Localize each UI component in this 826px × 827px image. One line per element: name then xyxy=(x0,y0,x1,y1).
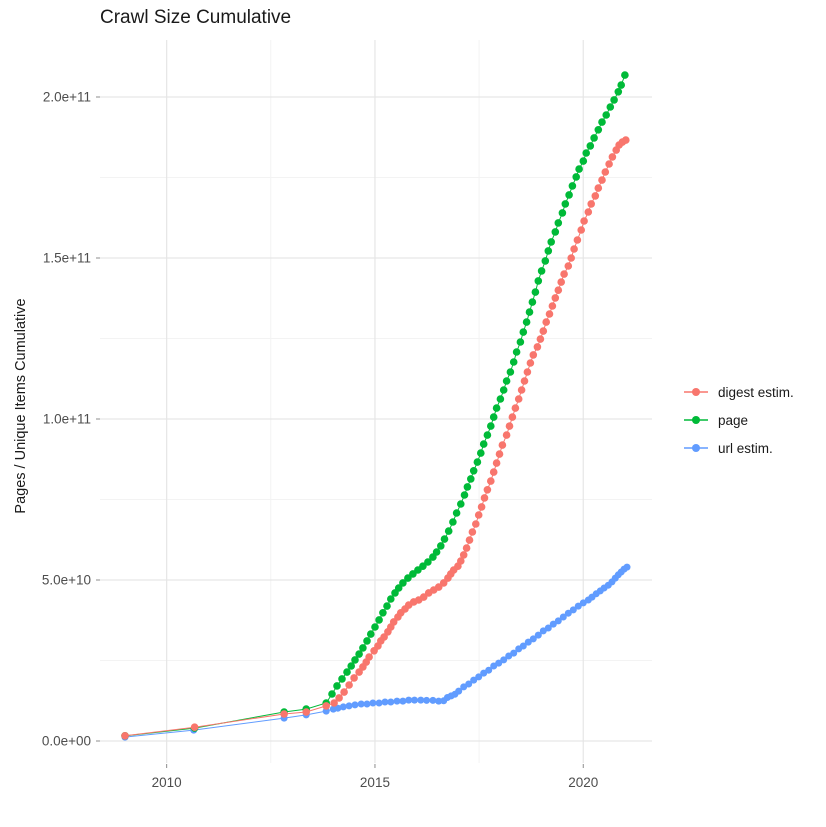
gridlines-minor xyxy=(100,40,652,763)
svg-text:2.0e+11: 2.0e+11 xyxy=(43,90,91,105)
y-tick-labels: 0.0e+00 5.0e+10 1.0e+11 1.5e+11 2.0e+11 xyxy=(42,90,91,749)
svg-text:5.0e+10: 5.0e+10 xyxy=(42,573,91,588)
svg-text:0.0e+00: 0.0e+00 xyxy=(42,734,91,749)
series-digest-estim xyxy=(121,136,630,740)
svg-text:2020: 2020 xyxy=(568,775,598,790)
legend-label-url-estim: url estim. xyxy=(718,440,773,456)
chart-title: Crawl Size Cumulative xyxy=(100,7,292,28)
digest-estim-key-icon xyxy=(684,388,708,396)
legend: digest estim. page url estim. xyxy=(683,378,794,462)
svg-text:1.0e+11: 1.0e+11 xyxy=(43,412,91,427)
legend-item-page: page xyxy=(683,406,794,434)
svg-text:2010: 2010 xyxy=(152,775,182,790)
legend-label-digest-estim: digest estim. xyxy=(718,384,794,400)
legend-label-page: page xyxy=(718,412,749,428)
url-estim-key-icon xyxy=(684,444,708,452)
y-axis-title: Pages / Unique Items Cumulative xyxy=(13,298,29,514)
svg-text:2015: 2015 xyxy=(360,775,390,790)
legend-item-url-estim: url estim. xyxy=(683,434,794,462)
page-key-icon xyxy=(684,416,708,424)
x-tick-labels: 2010 2015 2020 xyxy=(152,775,599,790)
svg-text:1.5e+11: 1.5e+11 xyxy=(43,251,91,266)
axis-ticks xyxy=(96,96,584,768)
gridlines-major xyxy=(100,40,652,763)
legend-item-digest-estim: digest estim. xyxy=(683,378,794,406)
